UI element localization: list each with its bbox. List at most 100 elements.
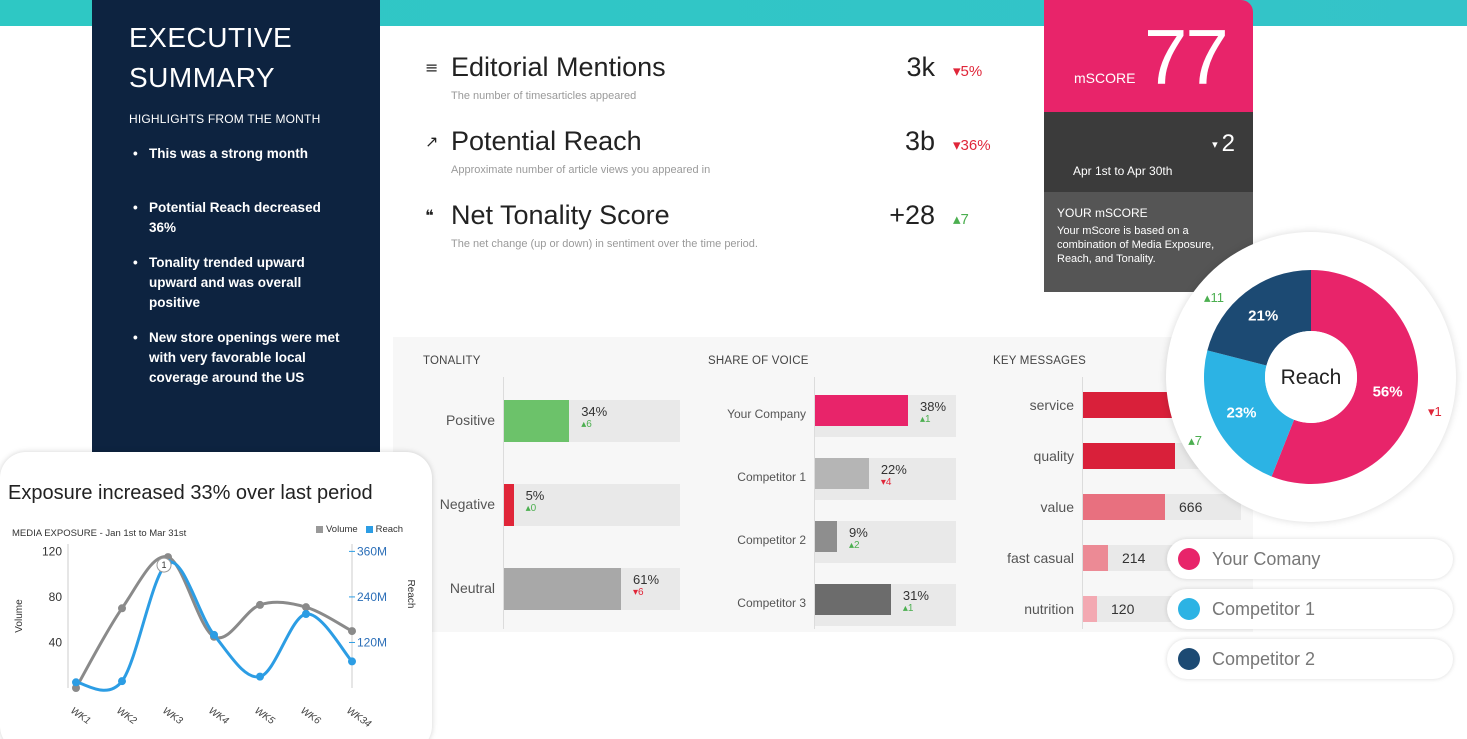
bar-label: Competitor 1 bbox=[737, 470, 806, 484]
data-point-volume bbox=[118, 604, 126, 613]
mscore-info-text: Your mScore is based on a combination of… bbox=[1057, 225, 1215, 265]
donut-slice-delta: ▴11 bbox=[1204, 290, 1224, 305]
reach-legend-swatch bbox=[365, 525, 373, 533]
legend-volume: Volume bbox=[326, 524, 358, 535]
mscore-range: Apr 1st to Apr 30th bbox=[1073, 164, 1173, 178]
bar bbox=[815, 521, 838, 552]
bar-value-text: 38% bbox=[920, 399, 947, 414]
bar-value-text: 61% bbox=[633, 572, 660, 587]
bar-label: Your Company bbox=[727, 407, 806, 421]
metric-delta: ▴7 bbox=[953, 211, 969, 228]
bar bbox=[504, 484, 514, 526]
donut-hole bbox=[1265, 331, 1357, 423]
series-line-volume bbox=[74, 555, 353, 689]
y-tick-label: 80 bbox=[49, 590, 63, 604]
bar-track bbox=[815, 521, 956, 563]
data-point-volume bbox=[72, 684, 80, 692]
metric-label: Net Tonality Score bbox=[451, 200, 670, 230]
bar bbox=[815, 584, 891, 615]
bar-value: 38% ▴1 bbox=[920, 399, 946, 425]
bar bbox=[815, 458, 869, 489]
bar-value-text: 9% bbox=[849, 525, 868, 540]
executive-bullets: This was a strong month Potential Reach … bbox=[129, 144, 344, 388]
bar bbox=[504, 400, 570, 442]
metric-potential-reach: ↗ Potential Reach Approximate number of … bbox=[425, 126, 1025, 190]
donut-slice bbox=[1271, 270, 1418, 484]
data-point-reach bbox=[118, 677, 126, 686]
bar bbox=[504, 568, 621, 610]
donut-slice-label: 23% bbox=[1226, 404, 1256, 421]
donut-center-label: Reach bbox=[1281, 366, 1342, 389]
legend-label: Your Comany bbox=[1212, 549, 1321, 569]
legend-reach: Reach bbox=[375, 524, 404, 535]
tonality-axis bbox=[503, 377, 504, 629]
metric-editorial-mentions: ≡ Editorial Mentions The number of times… bbox=[425, 52, 1025, 116]
key-message-bar bbox=[1083, 596, 1097, 622]
y-tick-label: 120 bbox=[42, 544, 62, 558]
legend-pill-competitor-2: Competitor 2 bbox=[1167, 639, 1453, 679]
sov-axis bbox=[814, 377, 815, 629]
bar-delta: ▴1 bbox=[920, 414, 931, 425]
annotation-bubble bbox=[156, 557, 172, 573]
legend-pill-competitor-1: Competitor 1 bbox=[1167, 589, 1453, 629]
down-arrow-icon: ▾ bbox=[1212, 139, 1218, 152]
data-point-reach bbox=[256, 672, 264, 681]
bullet-item: This was a strong month bbox=[129, 144, 344, 164]
tonality-title: TONALITY bbox=[423, 355, 481, 367]
metric-value: +28 bbox=[889, 200, 935, 230]
key-message-label: fast casual bbox=[1007, 550, 1074, 566]
legend-pill-your-company: Your Comany bbox=[1167, 539, 1453, 579]
metric-label: Potential Reach bbox=[451, 126, 642, 156]
bar-delta: ▴0 bbox=[525, 503, 537, 514]
bar bbox=[815, 395, 908, 426]
donut-slice bbox=[1204, 350, 1295, 477]
bullet-item: New store openings were met with very fa… bbox=[129, 328, 344, 388]
data-point-volume bbox=[256, 600, 264, 609]
data-point-reach bbox=[302, 610, 310, 618]
metric-net-tonality: ❝ Net Tonality Score The net change (up … bbox=[425, 200, 1025, 264]
mscore-change-panel: ▾ 2 Apr 1st to Apr 30th bbox=[1044, 112, 1253, 192]
metric-value: 3k bbox=[906, 52, 935, 82]
reach-donut-card: 56% ▾1 23% ▴7 21% ▴11 Reach bbox=[1166, 232, 1456, 522]
mscore-card: mSCORE 77 bbox=[1044, 0, 1253, 112]
donut-slice-label: 56% bbox=[1373, 384, 1403, 401]
share-of-voice-title: SHARE OF VOICE bbox=[708, 355, 809, 367]
key-message-label: service bbox=[1029, 397, 1074, 413]
x-tick-label: WK34 bbox=[344, 705, 373, 730]
exposure-legend: Volume Reach bbox=[316, 524, 403, 535]
key-message-bar bbox=[1083, 392, 1173, 418]
key-message-label: quality bbox=[1033, 448, 1074, 464]
legend-label: Competitor 2 bbox=[1212, 649, 1316, 669]
exposure-line-chart: 120 80 40 360M 240M 120M Volume Reach 1 WK1 WK2 WK3… bbox=[14, 544, 416, 730]
series-line-reach bbox=[75, 560, 354, 692]
bar-delta: ▴1 bbox=[902, 603, 914, 614]
y-tick-label: 40 bbox=[49, 635, 63, 649]
exposure-card: Exposure increased 33% over last period … bbox=[0, 452, 432, 739]
bullet-item: Potential Reach decreased 36% bbox=[129, 198, 344, 238]
quote-icon: ❝ bbox=[425, 206, 434, 225]
legend-label: Competitor 1 bbox=[1212, 599, 1316, 619]
key-messages-title: KEY MESSAGES bbox=[993, 355, 1086, 367]
bar-label: Competitor 3 bbox=[737, 596, 806, 610]
donut-slice-label: 21% bbox=[1248, 307, 1278, 324]
bullet-item: Tonality trended upward upward and was o… bbox=[129, 253, 344, 313]
y2-tick-label: 120M bbox=[357, 635, 387, 649]
legend-dot bbox=[1178, 648, 1200, 670]
x-tick-label: WK2 bbox=[114, 705, 138, 727]
bar-label: Positive bbox=[445, 412, 495, 428]
x-tick-label: WK3 bbox=[160, 705, 184, 727]
bar-value: 9% ▴2 bbox=[849, 525, 868, 551]
data-point-reach bbox=[348, 657, 356, 666]
metric-desc: The net change (up or down) in sentiment… bbox=[451, 238, 758, 250]
executive-title: EXECUTIVE SUMMARY bbox=[129, 18, 344, 98]
legend-dot bbox=[1178, 548, 1200, 570]
y2-tick-label: 360M bbox=[357, 544, 387, 558]
metric-value: 3b bbox=[904, 126, 935, 156]
exposure-headline: Exposure increased 33% over last period bbox=[8, 482, 373, 504]
list-icon: ≡ bbox=[425, 58, 439, 77]
metric-desc: Approximate number of article views you … bbox=[451, 164, 711, 176]
mscore-label: mSCORE bbox=[1074, 70, 1136, 86]
executive-subtitle: HIGHLIGHTS FROM THE MONTH bbox=[129, 112, 321, 126]
donut-slice-delta: ▾1 bbox=[1428, 404, 1442, 419]
bar-delta: ▾4 bbox=[880, 477, 892, 488]
